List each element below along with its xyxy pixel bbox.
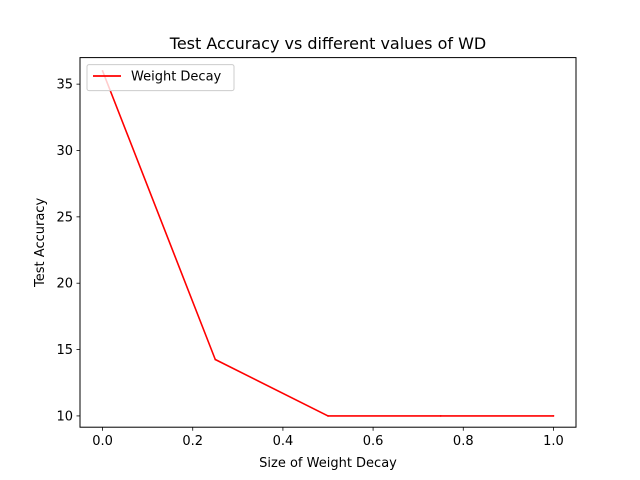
legend-label: Weight Decay <box>131 70 222 85</box>
data-point <box>214 358 217 361</box>
x-tick-label: 0.4 <box>273 434 294 449</box>
y-tick-label: 35 <box>56 78 73 93</box>
x-axis-ticks: 0.0 0.2 0.4 0.6 0.8 1.0 <box>92 427 564 449</box>
legend-box <box>86 64 235 92</box>
x-tick-label: 0.0 <box>92 434 113 449</box>
plot-frame <box>79 57 577 428</box>
y-tick-label: 20 <box>56 277 73 292</box>
plot-area <box>80 57 576 428</box>
y-tick-label: 25 <box>56 210 73 225</box>
data-point <box>439 415 442 417</box>
x-tick-label: 0.2 <box>182 434 203 449</box>
legend: Weight Decay <box>86 64 235 92</box>
y-axis-ticks: 10 15 20 25 30 35 <box>56 78 80 424</box>
y-tick-label: 10 <box>56 409 73 424</box>
y-tick-label: 15 <box>56 343 73 358</box>
x-tick-label: 0.8 <box>453 434 474 449</box>
y-axis-label: Test Accuracy <box>33 198 48 288</box>
y-tick-label: 30 <box>56 144 73 159</box>
data-point <box>327 415 329 417</box>
chart-title: Test Accuracy vs different values of WD <box>169 34 486 53</box>
x-axis-label: Size of Weight Decay <box>259 456 397 471</box>
x-tick-label: 0.6 <box>363 434 384 449</box>
data-point <box>552 415 555 417</box>
x-tick-label: 1.0 <box>543 434 564 449</box>
